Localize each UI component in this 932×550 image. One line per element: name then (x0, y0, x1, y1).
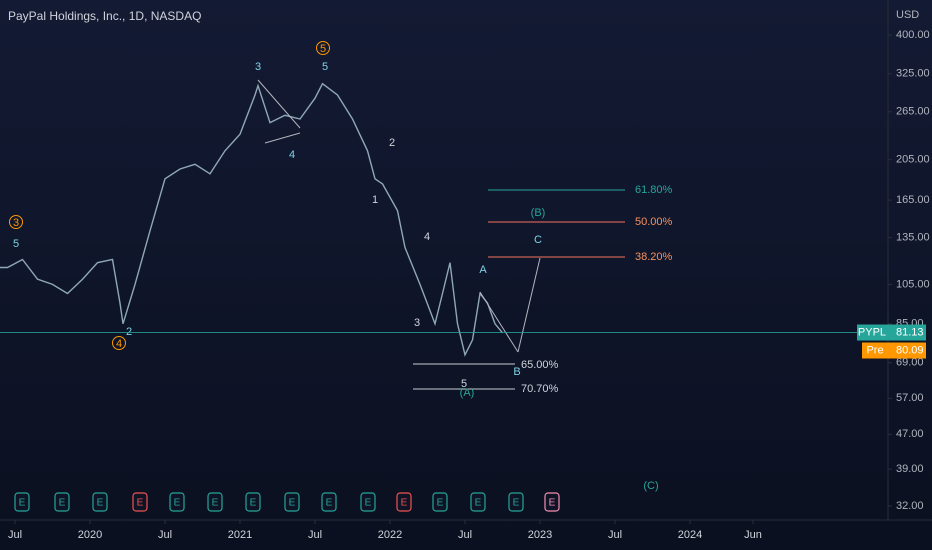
fib-label: 50.00% (635, 216, 673, 228)
earnings-marker[interactable] (92, 492, 108, 512)
wave-label: 5 (461, 378, 467, 390)
wave-label: 3 (255, 61, 261, 73)
earnings-label: E (513, 498, 520, 509)
x-tick-label: 2023 (528, 529, 552, 541)
series (0, 82, 504, 357)
x-tick-label: 2021 (228, 529, 252, 541)
y-tick-label: 265.00 (896, 106, 930, 118)
fib-label: 70.70% (521, 383, 559, 395)
pre-tag: Pre (866, 344, 883, 356)
earnings-label: E (59, 498, 66, 509)
x-tick-label: Jun (744, 529, 762, 541)
y-tick-label: 205.00 (896, 154, 930, 166)
earnings-label: E (365, 498, 372, 509)
wave-label: 3 (13, 217, 19, 229)
y-tick-label: 69.00 (896, 357, 924, 369)
earnings-label: E (401, 498, 408, 509)
earnings-label: E (137, 498, 144, 509)
earnings-label: E (97, 498, 104, 509)
earnings-marker[interactable] (432, 492, 448, 512)
earnings-marker[interactable] (207, 492, 223, 512)
fib-label: 65.00% (521, 359, 559, 371)
wave-label: C (534, 234, 542, 246)
fib-label: 61.80% (635, 184, 673, 196)
wave-label: 5 (322, 61, 328, 73)
earnings-label: E (289, 498, 296, 509)
wave-lines (257, 79, 541, 353)
pre-price-tag (888, 342, 926, 359)
wave-label: 2 (126, 326, 132, 338)
earnings-marker[interactable] (544, 492, 560, 512)
earnings-marker[interactable] (14, 492, 30, 512)
earnings-label: E (437, 498, 444, 509)
price-tags: PYPL 81.13 Pre 80.09 (0, 324, 926, 359)
x-tick-label: Jul (608, 529, 622, 541)
earnings-marker[interactable] (396, 492, 412, 512)
wave-circle (112, 336, 126, 350)
wave-label: 2 (389, 137, 395, 149)
symbol-title[interactable]: PayPal Holdings, Inc., 1D, NASDAQ (8, 9, 201, 23)
wave-label: 4 (424, 231, 430, 243)
earnings-marker[interactable] (470, 492, 486, 512)
earnings-label: E (475, 498, 482, 509)
y-tick-label: 39.00 (896, 463, 924, 475)
earnings-marker[interactable] (321, 492, 337, 512)
pre-price: 80.09 (896, 344, 924, 356)
wave-label: (B) (531, 207, 546, 219)
wave-circle (9, 215, 23, 229)
y-tick-label: 135.00 (896, 231, 930, 243)
earnings-label: E (326, 498, 333, 509)
x-tick-label: 2022 (378, 529, 402, 541)
earnings-marker[interactable] (132, 492, 148, 512)
wave-label: A (479, 264, 487, 276)
wave-label: 3 (414, 317, 420, 329)
currency: USD (896, 9, 919, 21)
last-price-tag-symbol (857, 324, 888, 341)
symbol-tag: PYPL (858, 326, 886, 338)
y-tick-label: 105.00 (896, 278, 930, 290)
wave-label: (A) (460, 387, 475, 399)
y-tick-label: 32.00 (896, 500, 924, 512)
earnings-label: E (549, 498, 556, 509)
earnings-label: E (174, 498, 181, 509)
wave-circle (316, 41, 330, 55)
last-price-tag (888, 324, 926, 341)
y-tick-label: 400.00 (896, 29, 930, 41)
x-tick-label: Jul (8, 529, 22, 541)
earnings-label: E (212, 498, 219, 509)
y-tick-label: 47.00 (896, 428, 924, 440)
price-line (0, 82, 504, 357)
wave-label: B (513, 366, 520, 378)
y-tick-label: 325.00 (896, 68, 930, 80)
last-price: 81.13 (896, 326, 924, 338)
pre-tag-box (862, 342, 888, 359)
wave-label: 1 (372, 194, 378, 206)
fib-label: 38.20% (635, 251, 673, 263)
earnings-marker[interactable] (284, 492, 300, 512)
earnings-label: E (250, 498, 257, 509)
x-tick-label: 2020 (78, 529, 102, 541)
wave-label: 4 (289, 149, 295, 161)
wave-label: 5 (13, 238, 19, 250)
earnings-marker[interactable] (169, 492, 185, 512)
x-tick-label: Jul (158, 529, 172, 541)
y-tick-label: 165.00 (896, 194, 930, 206)
earnings-marker[interactable] (360, 492, 376, 512)
x-tick-label: 2024 (678, 529, 702, 541)
wave-label: (C) (643, 480, 658, 492)
earnings-label: E (19, 498, 26, 509)
wave-label: 5 (320, 43, 326, 55)
y-tick-label: 57.00 (896, 392, 924, 404)
x-tick-label: Jul (308, 529, 322, 541)
earnings-marker[interactable] (245, 492, 261, 512)
x-tick-label: Jul (458, 529, 472, 541)
earnings-marker[interactable] (508, 492, 524, 512)
earnings-marker[interactable] (54, 492, 70, 512)
wave-label: 4 (116, 338, 122, 350)
